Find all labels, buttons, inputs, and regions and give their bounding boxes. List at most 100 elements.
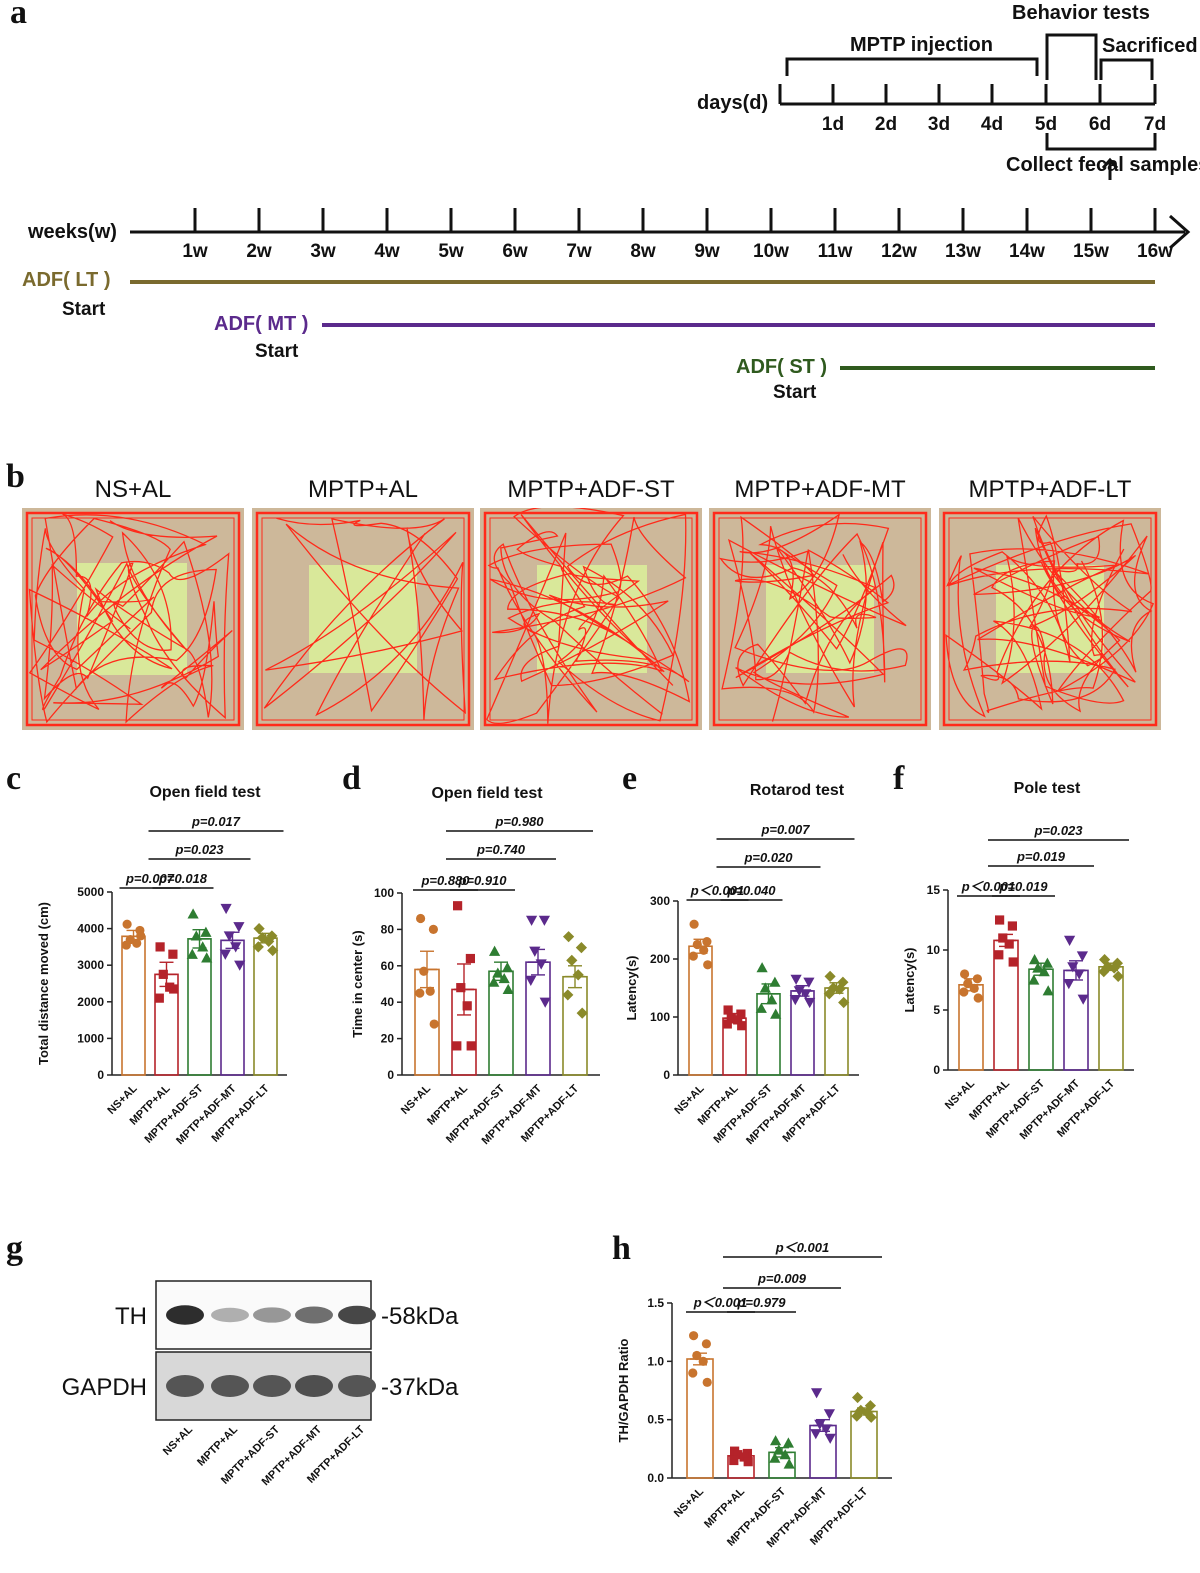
track-path bbox=[719, 513, 908, 722]
data-point bbox=[688, 951, 698, 961]
data-point bbox=[1032, 962, 1044, 973]
data-point bbox=[824, 970, 836, 982]
p-value-label-0: p＜0.001 bbox=[693, 1295, 747, 1310]
panel-label-b: b bbox=[6, 458, 25, 495]
data-point bbox=[1067, 962, 1079, 973]
y-tick-label: 15 bbox=[927, 883, 941, 897]
p-value-label-3: p＜0.001 bbox=[775, 1240, 829, 1255]
day-label-1d: 1d bbox=[822, 114, 844, 135]
track-border-inner bbox=[948, 517, 1152, 721]
data-point bbox=[733, 1015, 743, 1025]
timeline-diagram: days(d) MPTP injection Behavior tests Sa… bbox=[22, 2, 1200, 403]
p-value-label-1: p=0.018 bbox=[158, 871, 208, 886]
y-tick-label: 200 bbox=[650, 952, 670, 966]
y-tick-label: 0 bbox=[933, 1063, 940, 1077]
data-point bbox=[498, 972, 510, 984]
data-point bbox=[419, 966, 429, 976]
data-point bbox=[698, 1356, 708, 1366]
data-point bbox=[702, 1377, 712, 1387]
blot-band-size-TH: -58kDa bbox=[381, 1303, 459, 1330]
data-point bbox=[1076, 951, 1088, 962]
data-point bbox=[489, 945, 501, 956]
data-point bbox=[998, 933, 1008, 943]
data-point bbox=[722, 1019, 732, 1029]
blot-band bbox=[211, 1307, 249, 1323]
data-point bbox=[1041, 957, 1053, 968]
data-point bbox=[1077, 994, 1089, 1005]
data-point bbox=[122, 919, 132, 929]
p-value-label-0: p＜0.001 bbox=[961, 879, 1015, 894]
data-point bbox=[729, 1455, 739, 1466]
sacrificed-label: Sacrificed bbox=[1102, 35, 1198, 57]
trace-title-1: MPTP+AL bbox=[307, 476, 419, 503]
bar-4 bbox=[253, 937, 278, 1076]
trace-map-3 bbox=[709, 508, 931, 730]
x-tick-label-4: MPTP+ADF-LT bbox=[209, 1082, 271, 1144]
y-axis-label: TH/GAPDH Ratio bbox=[616, 1338, 631, 1442]
y-tick-label: 0 bbox=[387, 1068, 394, 1082]
data-point bbox=[769, 1452, 781, 1463]
regimen-label-2: ADF( ST ) bbox=[736, 356, 827, 378]
data-point bbox=[563, 931, 575, 943]
fecal-samples-label: Collect fecal samples bbox=[1006, 154, 1200, 176]
data-point bbox=[562, 989, 574, 1001]
data-point bbox=[703, 960, 713, 970]
track-path bbox=[263, 517, 466, 720]
data-point bbox=[838, 996, 850, 1009]
data-point bbox=[428, 924, 438, 934]
data-point bbox=[755, 1002, 767, 1013]
data-point bbox=[733, 1450, 743, 1460]
y-tick-label: 3000 bbox=[77, 958, 104, 972]
panel-label-d: d bbox=[342, 760, 361, 797]
trace-map-4 bbox=[939, 508, 1161, 730]
p-value-label-0: p=0.880 bbox=[420, 873, 470, 888]
panel-label-c: c bbox=[6, 760, 22, 797]
data-point bbox=[852, 1391, 864, 1404]
blot-band bbox=[166, 1375, 204, 1397]
blot-band-name-TH: TH bbox=[115, 1303, 147, 1330]
data-point bbox=[465, 953, 475, 964]
p-value-label-1: p=0.040 bbox=[726, 883, 776, 898]
track-border-inner bbox=[489, 517, 693, 721]
bar-4 bbox=[850, 1410, 878, 1479]
data-point bbox=[851, 1410, 863, 1422]
data-point bbox=[779, 1449, 791, 1460]
x-tick-label-3: MPTP+ADF-MT bbox=[1018, 1077, 1083, 1142]
x-tick-label-3: MPTP+ADF-MT bbox=[744, 1082, 809, 1147]
day-label-6d: 6d bbox=[1089, 114, 1111, 135]
data-point bbox=[526, 915, 538, 926]
blot-band-size-GAPDH: -37kDa bbox=[381, 1374, 459, 1401]
y-tick-label: 2000 bbox=[77, 995, 104, 1009]
data-point bbox=[810, 1429, 822, 1440]
track-border bbox=[25, 511, 241, 727]
data-point bbox=[769, 976, 781, 987]
data-point bbox=[415, 988, 425, 998]
y-tick-label: 1.5 bbox=[647, 1296, 664, 1310]
day-tick-labels: 1d 2d 3d 4d 5d 6d 7d bbox=[822, 114, 1166, 135]
data-point bbox=[789, 995, 801, 1006]
x-tick-label-2: MPTP+ADF-ST bbox=[711, 1082, 774, 1145]
data-point bbox=[1028, 974, 1040, 985]
data-point bbox=[121, 940, 131, 950]
blot-band-name-GAPDH: GAPDH bbox=[62, 1374, 147, 1401]
data-point bbox=[466, 1041, 476, 1051]
data-point bbox=[197, 941, 209, 952]
chart-time-in-center: Open field test 0 20 40 60 80 100 Time in cente… bbox=[350, 785, 600, 1147]
data-point bbox=[456, 983, 466, 993]
data-point bbox=[416, 913, 426, 924]
data-point bbox=[969, 983, 979, 993]
y-tick-label: 0 bbox=[663, 1068, 670, 1082]
week-label-11w: 11w bbox=[818, 241, 853, 262]
x-tick-label-3: MPTP+ADF-MT bbox=[174, 1082, 239, 1147]
days-label: days(d) bbox=[697, 92, 768, 114]
data-point bbox=[1108, 962, 1120, 974]
week-label-16w: 16w bbox=[1137, 241, 1173, 262]
data-point bbox=[535, 959, 547, 970]
x-tick-label-0: NS+AL bbox=[399, 1082, 433, 1116]
chart-total-distance: Open field test 0 1000 2000 3000 4000 5000 Tota… bbox=[36, 784, 287, 1147]
day-label-3d: 3d bbox=[928, 114, 950, 135]
y-tick-label: 300 bbox=[650, 894, 670, 908]
bar-4 bbox=[1098, 966, 1124, 1071]
p-value-label-0: p=0.007 bbox=[125, 871, 175, 886]
